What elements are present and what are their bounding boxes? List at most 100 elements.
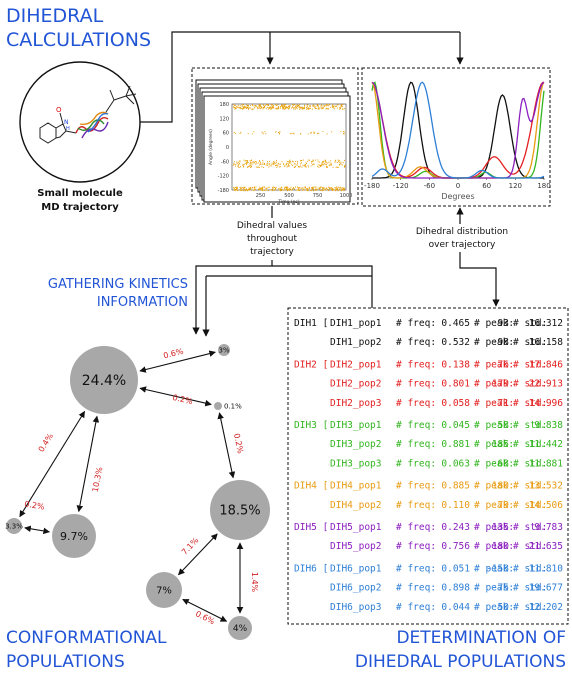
table-freq-value: 0.110 bbox=[441, 500, 470, 511]
distribution-xtick: -180 bbox=[364, 182, 380, 190]
table-std-key: # std: bbox=[513, 500, 547, 511]
table-pop-name: DIH2_pop1 bbox=[330, 359, 382, 370]
distribution-xtick: 120 bbox=[509, 182, 522, 190]
table-std-key: # std: bbox=[513, 318, 547, 329]
table-row: DIH2_pop2 # freq: 0.801 # peak:179 # std:22.… bbox=[330, 379, 563, 390]
table-peak-key: # peak: bbox=[474, 583, 514, 594]
label-distribution-line2: over trajectory bbox=[429, 240, 496, 250]
population-node-label: 0.1% bbox=[224, 403, 242, 411]
table-peak-key: # peak: bbox=[474, 318, 514, 329]
table-pop-name: DIH4_pop1 bbox=[330, 481, 382, 492]
population-node bbox=[218, 344, 230, 356]
table-freq-value: 0.801 bbox=[441, 379, 470, 390]
table-peak-key: # peak: bbox=[474, 439, 514, 450]
table-peak-key: # peak: bbox=[474, 359, 514, 370]
table-pop-name: DIH6_pop2 bbox=[330, 583, 381, 594]
network-edge-rate: 1.4% bbox=[250, 572, 259, 593]
table-freq-value: 0.058 bbox=[441, 398, 470, 409]
label-dihedral-values-line3: trajectory bbox=[250, 247, 294, 257]
kinetics-network: 0.6% 0.2% 0.4% 10.3% 0.2% 0.2% 7.1% 1.4% 0.6% 24.… bbox=[5, 344, 270, 640]
table-pop-name: DIH3_pop2 bbox=[330, 439, 381, 450]
heading-conformational-line1: CONFORMATIONAL bbox=[6, 628, 167, 648]
table-peak-key: # peak: bbox=[474, 602, 514, 613]
timeseries-ytick: -60 bbox=[221, 159, 229, 165]
table-peak-value: 179 bbox=[492, 379, 509, 390]
table-std-value: 11.442 bbox=[529, 439, 563, 450]
table-freq-value: 0.532 bbox=[441, 337, 470, 348]
table-pop-name: DIH3_pop1 bbox=[330, 420, 382, 431]
molecule-panel: O N H Small molecule MD trajectory bbox=[19, 61, 141, 213]
table-freq-value: 0.881 bbox=[441, 439, 470, 450]
table-peak-key: # peak: bbox=[474, 481, 514, 492]
table-freq-value: 0.756 bbox=[441, 541, 470, 552]
timeseries-panel: 180 120 60 0 -60 -120 -180 250 500 750 1000 Angle (… bbox=[191, 67, 359, 205]
table-row: DIH5_pop2 # freq: 0.756 # peak:180 # std:21.… bbox=[330, 541, 563, 552]
table-peak-value: -158 bbox=[486, 563, 509, 574]
label-distribution-line1: Dihedral distribution bbox=[416, 227, 508, 237]
table-freq-key: # freq: bbox=[396, 602, 436, 613]
heading-kinetics-line1: GATHERING KINETICS bbox=[48, 277, 188, 292]
timeseries-points bbox=[233, 103, 346, 192]
table-std-value: 22.913 bbox=[529, 379, 563, 390]
timeseries-ylabel: Angle (degrees) bbox=[208, 129, 214, 165]
population-node bbox=[146, 572, 182, 608]
molecule-caption-line1: Small molecule bbox=[37, 188, 123, 199]
population-node bbox=[70, 346, 138, 414]
atom-label-o: O bbox=[56, 106, 62, 114]
heading-conformational-line2: POPULATIONS bbox=[6, 652, 125, 672]
table-peak-value: 135 bbox=[492, 522, 509, 533]
timeseries-ytick: -180 bbox=[218, 188, 229, 194]
heading-dihedral-calculations-line2: CALCULATIONS bbox=[6, 29, 151, 51]
network-edge-rate: 0.6% bbox=[194, 609, 217, 626]
table-group-label: DIH2 [ bbox=[294, 359, 328, 370]
table-freq-key: # freq: bbox=[396, 522, 436, 533]
table-std-key: # std: bbox=[513, 420, 547, 431]
table-freq-value: 0.045 bbox=[441, 420, 470, 431]
network-edge bbox=[76, 415, 100, 513]
table-row: DIH1 [DIH1_pop1 # freq: 0.465 # peak:93 # st… bbox=[294, 318, 563, 329]
table-std-key: # std: bbox=[513, 481, 547, 492]
table-freq-value: 0.063 bbox=[441, 458, 470, 469]
timeseries-xtick: 500 bbox=[284, 193, 294, 199]
table-peak-value: -79 bbox=[492, 500, 509, 511]
table-peak-value: 180 bbox=[492, 481, 509, 492]
table-freq-key: # freq: bbox=[396, 359, 436, 370]
population-node-label: 4% bbox=[233, 624, 248, 634]
table-freq-key: # freq: bbox=[396, 420, 436, 431]
network-edge bbox=[178, 533, 218, 576]
table-peak-value: -68 bbox=[492, 458, 509, 469]
table-row: DIH3_pop2 # freq: 0.881 # peak:185 # std:11.… bbox=[330, 439, 563, 450]
table-std-value: 17.846 bbox=[529, 359, 564, 370]
timeseries-plot: 180 120 60 0 -60 -120 -180 250 500 750 1000 Angle (… bbox=[208, 102, 352, 205]
table-peak-key: # peak: bbox=[474, 337, 514, 348]
table-peak-value: 93 bbox=[498, 318, 509, 329]
table-std-value: 9.838 bbox=[534, 420, 563, 431]
distribution-xtick: -120 bbox=[393, 182, 409, 190]
table-std-value: 16.312 bbox=[529, 318, 563, 329]
network-edge-rate: 0.2% bbox=[172, 393, 194, 406]
table-std-value: 12.202 bbox=[529, 602, 563, 613]
distribution-plot: -180 -120 -60 0 60 120 180 Degrees bbox=[364, 81, 551, 201]
population-node-label: 3.3% bbox=[5, 523, 23, 531]
table-pop-name: DIH6_pop1 bbox=[330, 563, 382, 574]
network-edge bbox=[19, 410, 86, 518]
timeseries-ytick: 180 bbox=[219, 102, 229, 108]
table-row: DIH2_pop3 # freq: 0.058 # peak:-71 # std:14.… bbox=[330, 398, 563, 409]
table-freq-key: # freq: bbox=[396, 481, 436, 492]
table-std-key: # std: bbox=[513, 337, 547, 348]
table-freq-key: # freq: bbox=[396, 439, 436, 450]
table-peak-key: # peak: bbox=[474, 398, 514, 409]
table-std-value: 19.677 bbox=[529, 583, 563, 594]
table-peak-value: 58 bbox=[498, 420, 510, 431]
timeseries-xtick: 750 bbox=[313, 193, 323, 199]
network-edge bbox=[139, 350, 216, 373]
table-peak-key: # peak: bbox=[474, 458, 514, 469]
table-row: DIH4_pop2 # freq: 0.110 # peak:-79 # std:14.… bbox=[330, 500, 563, 511]
timeseries-ytick: 0 bbox=[226, 145, 229, 151]
table-pop-name: DIH6_pop3 bbox=[330, 602, 381, 613]
table-pop-name: DIH5_pop1 bbox=[330, 522, 382, 533]
table-pop-name: DIH4_pop2 bbox=[330, 500, 381, 511]
table-freq-key: # freq: bbox=[396, 541, 436, 552]
network-edge-rate: 0.6% bbox=[162, 347, 184, 361]
table-row: DIH6 [DIH6_pop1 # freq: 0.051 # peak:-158 # … bbox=[294, 563, 563, 574]
